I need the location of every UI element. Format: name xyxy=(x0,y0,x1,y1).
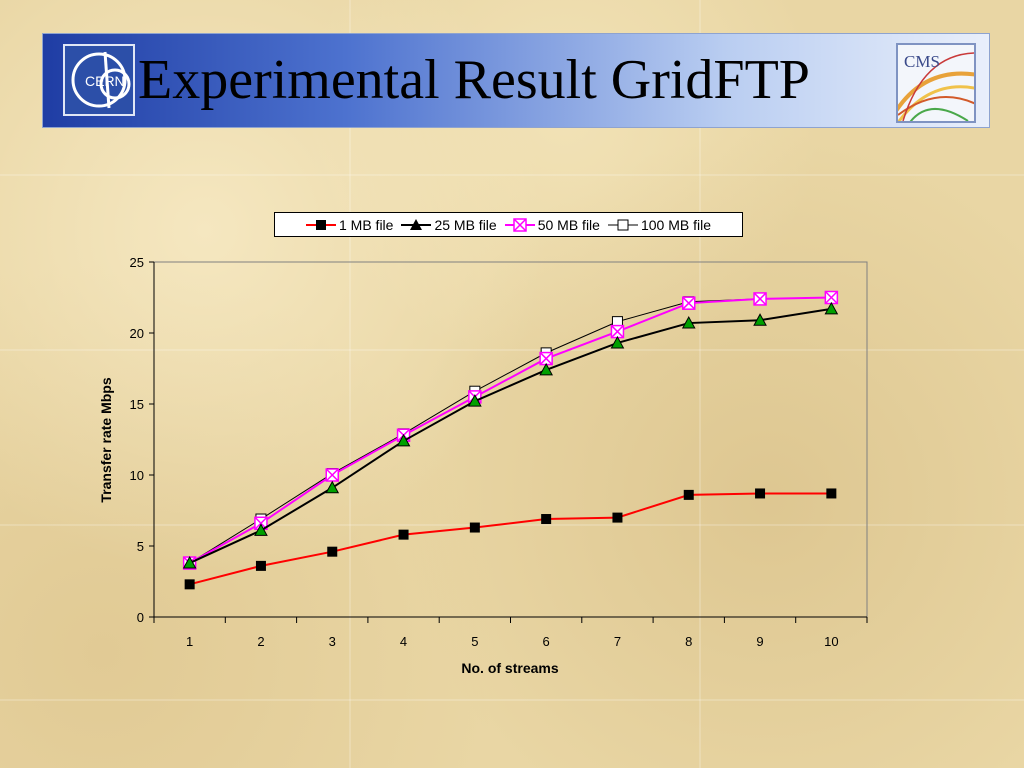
x-tick-label: 7 xyxy=(614,634,621,649)
legend-label-1mb: 1 MB file xyxy=(338,216,394,233)
legend-marker-25mb xyxy=(401,218,432,230)
data-point xyxy=(683,489,694,500)
x-tick-label: 5 xyxy=(471,634,478,649)
data-point xyxy=(254,523,268,536)
series-100-mb-file xyxy=(184,292,837,569)
x-tick-label: 1 xyxy=(186,634,193,649)
data-point xyxy=(753,292,767,306)
legend-label-50mb: 50 MB file xyxy=(537,216,600,233)
data-point xyxy=(682,296,696,310)
legend-item-100mb: 100 MB file xyxy=(607,216,711,233)
chart-axes: 0 5 10 15 20 25 1 2 3 4 5 6 7 8 9 10 xyxy=(130,255,868,649)
legend-label-100mb: 100 MB file xyxy=(640,216,711,233)
legend-marker-1mb xyxy=(305,219,336,230)
cern-logo-text: CERN xyxy=(85,73,125,89)
y-tick-label: 25 xyxy=(130,255,144,270)
data-point xyxy=(182,555,197,569)
data-point xyxy=(255,560,266,571)
data-point xyxy=(539,362,553,376)
y-tick-label: 15 xyxy=(130,397,144,412)
chart-series xyxy=(182,290,839,590)
data-point xyxy=(610,335,625,349)
legend-item-25mb: 25 MB file xyxy=(401,216,497,233)
legend-marker-50mb xyxy=(504,217,535,232)
x-tick-label: 2 xyxy=(257,634,264,649)
data-point xyxy=(824,290,839,305)
data-point xyxy=(541,514,552,525)
legend-label-25mb: 25 MB file xyxy=(434,216,497,233)
title-banner: CERN Experimental Result GridFTP CMS xyxy=(42,33,990,128)
series-1-mb-file xyxy=(184,488,837,590)
series-25-mb-file xyxy=(182,301,839,569)
series-50-mb-file xyxy=(182,290,839,570)
series-line xyxy=(189,296,832,564)
cern-logo: CERN xyxy=(63,44,135,116)
x-tick-label: 6 xyxy=(543,634,550,649)
chart-legend: 1 MB file 25 MB file 50 MB file 100 MB f… xyxy=(274,212,743,237)
series-line xyxy=(189,492,832,586)
data-point xyxy=(755,488,766,499)
data-point xyxy=(826,488,837,499)
data-point xyxy=(612,512,623,523)
data-point xyxy=(539,351,553,366)
legend-item-1mb: 1 MB file xyxy=(305,216,394,233)
cms-logo-text: CMS xyxy=(904,52,940,71)
series-line xyxy=(189,307,832,564)
data-point xyxy=(184,579,195,590)
cms-logo: CMS xyxy=(896,43,976,123)
data-point xyxy=(824,301,839,315)
x-tick-label: 3 xyxy=(329,634,336,649)
x-axis-label: No. of streams xyxy=(461,660,558,676)
data-point xyxy=(396,433,411,447)
data-point xyxy=(753,313,767,326)
y-axis-label: Transfer rate Mbps xyxy=(98,377,114,502)
y-tick-label: 0 xyxy=(137,610,144,625)
data-point xyxy=(610,324,625,339)
data-point xyxy=(468,394,482,407)
data-point xyxy=(681,316,696,329)
legend-item-50mb: 50 MB file xyxy=(504,216,600,233)
x-tick-label: 8 xyxy=(685,634,692,649)
x-tick-label: 4 xyxy=(400,634,407,649)
legend-marker-100mb xyxy=(607,219,638,230)
data-point xyxy=(327,546,338,557)
data-point xyxy=(325,480,340,494)
y-tick-label: 10 xyxy=(130,468,144,483)
y-tick-label: 5 xyxy=(137,539,144,554)
data-point xyxy=(398,529,409,540)
data-point xyxy=(469,522,480,533)
data-point xyxy=(325,468,339,482)
x-tick-label: 9 xyxy=(756,634,763,649)
slide-title: Experimental Result GridFTP xyxy=(138,49,810,111)
x-tick-label: 10 xyxy=(824,634,838,649)
y-tick-label: 20 xyxy=(130,326,144,341)
